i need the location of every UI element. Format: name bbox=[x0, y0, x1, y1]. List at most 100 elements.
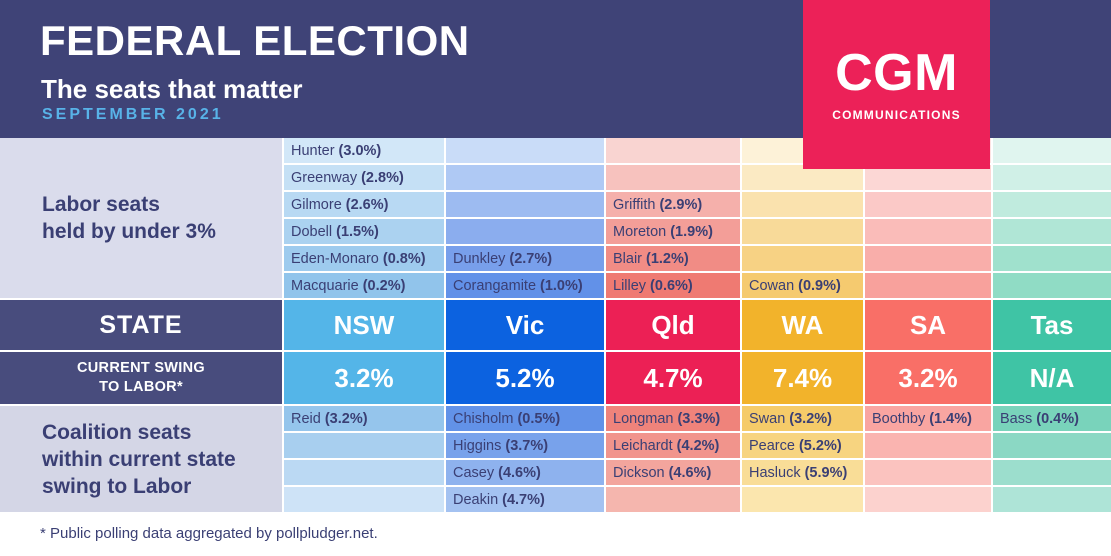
seat-margin: (0.9%) bbox=[798, 277, 841, 294]
seat-name: Hasluck bbox=[749, 464, 801, 481]
seat-name: Cowan bbox=[749, 277, 795, 294]
empty-cell-sa bbox=[865, 433, 991, 458]
coalition-seats-label: Coalition seats within current state swing… bbox=[0, 406, 282, 512]
seat-name: Hunter bbox=[291, 142, 335, 159]
empty-cell-tas bbox=[993, 165, 1111, 190]
swing-cell-vic: 5.2% bbox=[446, 352, 604, 404]
seat-cell-eden-monaro: Eden-Monaro (0.8%) bbox=[284, 246, 444, 271]
empty-cell-tas bbox=[993, 138, 1111, 163]
seat-name: Corangamite bbox=[453, 277, 537, 294]
seat-name: Lilley bbox=[613, 277, 647, 294]
logo-tagline: COMMUNICATIONS bbox=[832, 108, 961, 122]
seat-cell-deakin: Deakin (4.7%) bbox=[446, 487, 604, 512]
seat-name: Gilmore bbox=[291, 196, 342, 213]
seat-name: Leichardt bbox=[613, 437, 673, 454]
seat-margin: (1.0%) bbox=[540, 277, 583, 294]
swing-cell-sa: 3.2% bbox=[865, 352, 991, 404]
seat-cell-longman: Longman (3.3%) bbox=[606, 406, 740, 431]
empty-cell-nsw bbox=[284, 433, 444, 458]
seat-margin: (0.8%) bbox=[382, 250, 426, 267]
seat-margin: (1.2%) bbox=[646, 250, 689, 267]
seat-name: Greenway bbox=[291, 169, 358, 186]
empty-cell-wa bbox=[742, 165, 863, 190]
seat-name: Griffith bbox=[613, 196, 656, 213]
seat-margin: (2.9%) bbox=[659, 196, 703, 213]
empty-cell-tas bbox=[993, 460, 1111, 485]
seat-name: Dunkley bbox=[453, 250, 506, 267]
swing-cell-wa: 7.4% bbox=[742, 352, 863, 404]
seat-name: Moreton bbox=[613, 223, 667, 240]
empty-cell-sa bbox=[865, 487, 991, 512]
empty-cell-sa bbox=[865, 192, 991, 217]
empty-cell-tas bbox=[993, 246, 1111, 271]
seat-name: Eden-Monaro bbox=[291, 250, 379, 267]
label-line: Coalition seats bbox=[42, 420, 192, 444]
empty-cell-vic bbox=[446, 138, 604, 163]
seat-margin: (3.0%) bbox=[338, 142, 382, 159]
seat-cell-dunkley: Dunkley (2.7%) bbox=[446, 246, 604, 271]
empty-cell-wa bbox=[742, 487, 863, 512]
seat-cell-chisholm: Chisholm (0.5%) bbox=[446, 406, 604, 431]
seat-margin: (3.7%) bbox=[505, 437, 549, 454]
seat-cell-moreton: Moreton (1.9%) bbox=[606, 219, 740, 244]
empty-cell-tas bbox=[993, 219, 1111, 244]
empty-cell-qld bbox=[606, 165, 740, 190]
empty-cell-nsw bbox=[284, 487, 444, 512]
seat-margin: (0.5%) bbox=[517, 410, 561, 427]
labor-seats-label: Labor seats held by under 3% bbox=[0, 138, 282, 298]
empty-cell-vic bbox=[446, 219, 604, 244]
seat-name: Boothby bbox=[872, 410, 926, 427]
swing-cell-qld: 4.7% bbox=[606, 352, 740, 404]
seat-margin: (4.7%) bbox=[502, 491, 545, 508]
seat-name: Higgins bbox=[453, 437, 502, 454]
seat-cell-reid: Reid (3.2%) bbox=[284, 406, 444, 431]
seat-cell-dickson: Dickson (4.6%) bbox=[606, 460, 740, 485]
seat-cell-macquarie: Macquarie (0.2%) bbox=[284, 273, 444, 298]
seat-cell-hasluck: Hasluck (5.9%) bbox=[742, 460, 863, 485]
seat-cell-greenway: Greenway (2.8%) bbox=[284, 165, 444, 190]
seat-name: Casey bbox=[453, 464, 495, 481]
seat-name: Blair bbox=[613, 250, 643, 267]
empty-cell-qld bbox=[606, 487, 740, 512]
empty-cell-tas bbox=[993, 192, 1111, 217]
state-header-qld: Qld bbox=[606, 300, 740, 350]
seat-cell-corangamite: Corangamite (1.0%) bbox=[446, 273, 604, 298]
page-subtitle: The seats that matter bbox=[41, 74, 303, 104]
seat-margin: (5.9%) bbox=[804, 464, 848, 481]
empty-cell-sa bbox=[865, 246, 991, 271]
seat-name: Macquarie bbox=[291, 277, 359, 294]
seat-margin: (1.5%) bbox=[336, 223, 379, 240]
swing-cell-tas: N/A bbox=[993, 352, 1111, 404]
seat-margin: (2.6%) bbox=[345, 196, 389, 213]
empty-cell-qld bbox=[606, 138, 740, 163]
empty-cell-wa bbox=[742, 246, 863, 271]
seat-margin: (1.9%) bbox=[670, 223, 713, 240]
seat-margin: (2.8%) bbox=[361, 169, 404, 186]
seat-cell-dobell: Dobell (1.5%) bbox=[284, 219, 444, 244]
seat-margin: (0.6%) bbox=[650, 277, 693, 294]
seat-cell-boothby: Boothby (1.4%) bbox=[865, 406, 991, 431]
seat-name: Reid bbox=[291, 410, 321, 427]
seat-margin: (4.6%) bbox=[668, 464, 712, 481]
empty-cell-sa bbox=[865, 460, 991, 485]
current-swing-label: CURRENT SWING TO LABOR* bbox=[0, 352, 282, 404]
seat-margin: (0.2%) bbox=[362, 277, 406, 294]
seat-margin: (1.4%) bbox=[929, 410, 972, 427]
seat-margin: (4.2%) bbox=[676, 437, 720, 454]
seat-margin: (4.6%) bbox=[498, 464, 541, 481]
empty-cell-wa bbox=[742, 219, 863, 244]
seat-name: Deakin bbox=[453, 491, 499, 508]
empty-cell-sa bbox=[865, 165, 991, 190]
seat-name: Swan bbox=[749, 410, 786, 427]
empty-cell-sa bbox=[865, 273, 991, 298]
seat-cell-griffith: Griffith (2.9%) bbox=[606, 192, 740, 217]
seat-margin: (2.7%) bbox=[509, 250, 553, 267]
label-line: Labor seats bbox=[42, 193, 160, 216]
seat-name: Dickson bbox=[613, 464, 665, 481]
empty-cell-vic bbox=[446, 192, 604, 217]
date-label: SEPTEMBER 2021 bbox=[42, 106, 224, 123]
empty-cell-tas bbox=[993, 487, 1111, 512]
seat-cell-gilmore: Gilmore (2.6%) bbox=[284, 192, 444, 217]
seat-cell-higgins: Higgins (3.7%) bbox=[446, 433, 604, 458]
